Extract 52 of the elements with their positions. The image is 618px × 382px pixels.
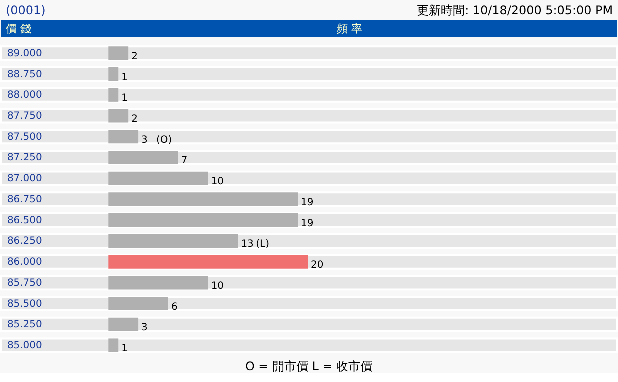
data-label: 7 (181, 156, 188, 167)
data-label: 2 (132, 114, 138, 125)
bar (108, 150, 178, 165)
bar (108, 192, 298, 206)
y-tick-label: 86.250 (7, 236, 42, 248)
data-label: 3 (142, 322, 148, 334)
chart-title: (0001) (6, 4, 46, 18)
y-tick-label: 85.500 (7, 298, 42, 310)
y-tick-label: 87.250 (7, 152, 42, 164)
y-tick-label: 86.750 (7, 194, 42, 206)
data-label: 19 (301, 218, 314, 230)
data-label: 1 (122, 343, 128, 354)
annotation: (L) (256, 239, 270, 250)
data-label: 19 (301, 197, 314, 208)
y-tick-label: 87.500 (7, 132, 42, 143)
text: 更新時間: 10/18/2000 5:05:00 PM (417, 4, 614, 18)
y-tick-label: 88.750 (7, 69, 42, 80)
y-tick-label: 85.000 (7, 340, 42, 352)
y-tick-label: 88.000 (7, 90, 42, 102)
y-tick-label: 89.000 (7, 48, 42, 60)
bar (108, 214, 298, 228)
y-axis-title: 價 錢 (6, 22, 32, 36)
data-label: 1 (122, 93, 128, 104)
bar (108, 109, 129, 123)
bar (108, 68, 119, 82)
y-tick-label: 86.000 (7, 257, 42, 268)
y-tick-label: 87.000 (7, 174, 42, 185)
y-tick-label: 85.250 (7, 320, 42, 331)
bar (108, 255, 308, 269)
bar (108, 338, 119, 352)
bar (108, 318, 139, 332)
bar (108, 130, 139, 144)
data-label: 13 (241, 239, 254, 250)
bar (108, 234, 238, 248)
y-tick-label: 85.750 (7, 278, 42, 289)
text: O = 開市價 L = 收市價 (245, 359, 373, 374)
data-label: 1 (122, 72, 128, 84)
data-label: 10 (211, 176, 224, 188)
data-label: 3 (142, 134, 148, 146)
y-tick-label: 86.500 (7, 215, 42, 226)
bar (108, 172, 208, 186)
bar (108, 276, 208, 290)
bar (108, 296, 168, 311)
x-axis-title: 頻 率 (337, 22, 363, 36)
bar (108, 88, 119, 102)
data-label: 2 (132, 51, 138, 62)
data-label: 6 (171, 302, 178, 313)
data-label: 20 (310, 260, 324, 272)
y-tick-label: 87.750 (7, 111, 42, 122)
bar (108, 46, 129, 60)
data-label: 10 (211, 280, 224, 292)
annotation: (O) (156, 134, 172, 146)
